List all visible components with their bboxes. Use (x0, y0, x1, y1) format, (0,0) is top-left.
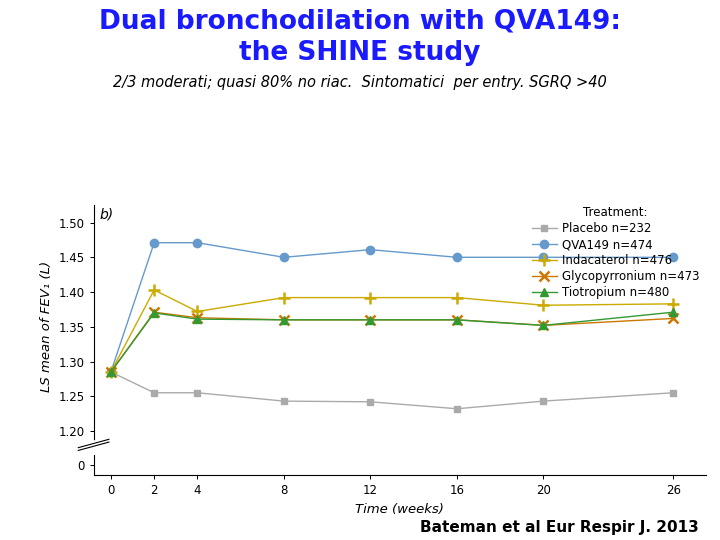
Text: b): b) (99, 208, 114, 221)
Text: Bateman et al Eur Respir J. 2013: Bateman et al Eur Respir J. 2013 (420, 519, 698, 535)
Legend: Placebo n=232, QVA149 n=474, Indacaterol n=476, Glycopyrronium n=473, Tiotropium: Placebo n=232, QVA149 n=474, Indacaterol… (531, 206, 700, 299)
Text: Dual bronchodilation with QVA149:: Dual bronchodilation with QVA149: (99, 8, 621, 34)
Y-axis label: LS mean of FEV₁ (L): LS mean of FEV₁ (L) (40, 261, 53, 393)
X-axis label: Time (weeks): Time (weeks) (355, 503, 444, 516)
Text: 2/3 moderati; quasi 80% no riac.  Sintomatici  per entry. SGRQ >40: 2/3 moderati; quasi 80% no riac. Sintoma… (113, 75, 607, 90)
Text: the SHINE study: the SHINE study (239, 40, 481, 66)
